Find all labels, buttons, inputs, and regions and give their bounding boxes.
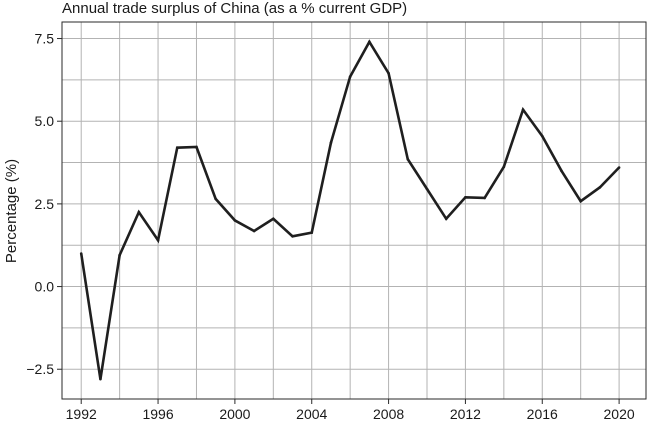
data-point	[252, 229, 256, 233]
data-point	[233, 219, 237, 222]
data-point	[464, 195, 467, 199]
y-tick-label: 7.5	[35, 31, 55, 47]
grid	[62, 22, 646, 399]
x-tick-label: 2020	[604, 406, 635, 422]
data-point	[99, 377, 102, 381]
data-point	[118, 253, 121, 257]
data-point	[348, 75, 352, 78]
x-tick-label: 2012	[450, 406, 481, 422]
data-point	[540, 134, 544, 138]
data-point	[617, 166, 621, 169]
data-point	[329, 141, 333, 145]
data-point	[425, 187, 429, 191]
y-tick-label: −2.5	[26, 361, 54, 377]
y-tick-label: 0.0	[35, 279, 55, 295]
data-point	[175, 146, 179, 149]
data-point	[502, 165, 506, 169]
x-tick-label: 1996	[142, 406, 173, 422]
chart-title: Annual trade surplus of China (as a % cu…	[62, 0, 407, 17]
data-point	[521, 108, 525, 111]
data-point	[310, 231, 314, 234]
data-point	[579, 199, 582, 203]
data-point	[195, 145, 198, 149]
data-point	[79, 252, 83, 255]
axis-ticks: 7.5 5.0 2.5 0.0 −2.5 1992 1996 2000 2004 2008 2012…	[26, 31, 635, 422]
data-point	[444, 217, 448, 221]
data-point	[137, 210, 141, 214]
data-point	[387, 71, 390, 75]
data-point	[291, 234, 294, 238]
x-tick-label: 1992	[66, 406, 97, 422]
x-tick-label: 2016	[527, 406, 558, 422]
data-point	[560, 169, 563, 173]
x-tick-label: 2000	[219, 406, 250, 422]
data-point	[483, 196, 486, 200]
data-point	[368, 40, 371, 44]
y-axis-label: Percentage (%)	[3, 159, 20, 263]
data-point	[406, 157, 410, 161]
data-point	[598, 186, 602, 189]
plot-frame	[61, 21, 647, 400]
data-point	[272, 217, 275, 221]
data-point	[214, 197, 217, 201]
data-point	[156, 238, 160, 242]
series-layer	[79, 39, 621, 381]
y-tick-label: 2.5	[35, 196, 55, 212]
x-tick-label: 2004	[296, 406, 327, 422]
x-tick-label: 2008	[373, 406, 404, 422]
y-tick-label: 5.0	[35, 113, 55, 129]
